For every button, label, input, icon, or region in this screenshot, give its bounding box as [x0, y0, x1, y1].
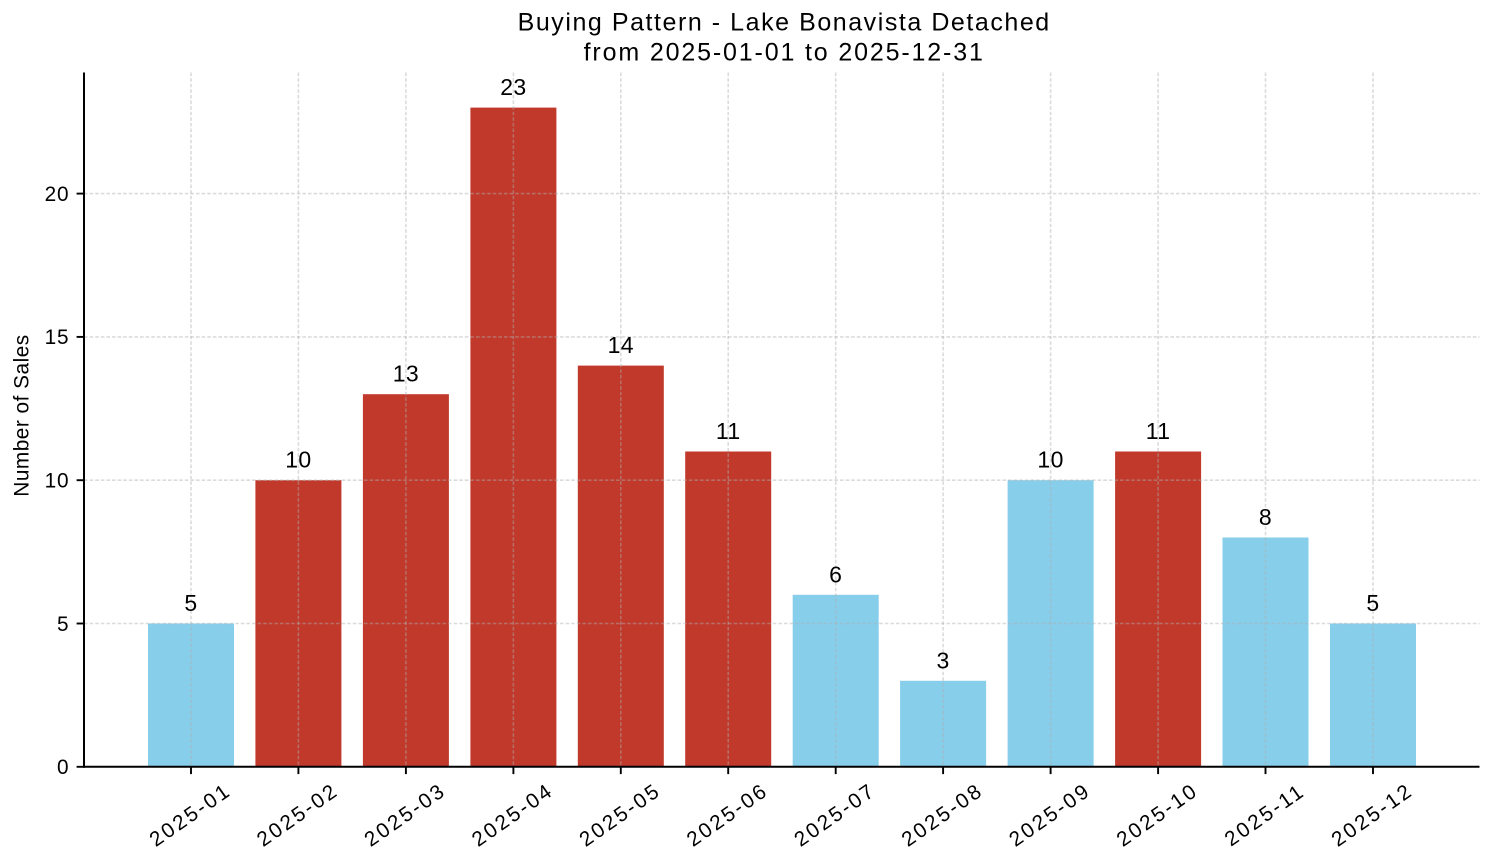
svg-text:8: 8: [1259, 504, 1272, 530]
svg-text:Buying Pattern - Lake Bonavist: Buying Pattern - Lake Bonavista Detached: [518, 9, 1051, 37]
svg-text:5: 5: [184, 590, 197, 616]
svg-text:from 2025-01-01 to 2025-12-31: from 2025-01-01 to 2025-12-31: [584, 39, 985, 67]
svg-text:20: 20: [45, 183, 70, 206]
svg-text:15: 15: [45, 326, 70, 349]
svg-text:6: 6: [829, 561, 842, 587]
svg-text:13: 13: [393, 361, 419, 387]
svg-text:10: 10: [1037, 447, 1063, 473]
svg-text:10: 10: [45, 470, 70, 493]
svg-text:5: 5: [1366, 590, 1379, 616]
svg-text:0: 0: [57, 756, 69, 779]
svg-text:10: 10: [285, 447, 311, 473]
svg-text:14: 14: [608, 332, 634, 358]
svg-text:5: 5: [57, 613, 69, 636]
svg-text:3: 3: [936, 647, 949, 673]
svg-text:11: 11: [716, 418, 741, 444]
svg-text:23: 23: [500, 74, 526, 100]
svg-text:11: 11: [1146, 418, 1171, 444]
svg-text:Number of Sales: Number of Sales: [11, 334, 34, 496]
